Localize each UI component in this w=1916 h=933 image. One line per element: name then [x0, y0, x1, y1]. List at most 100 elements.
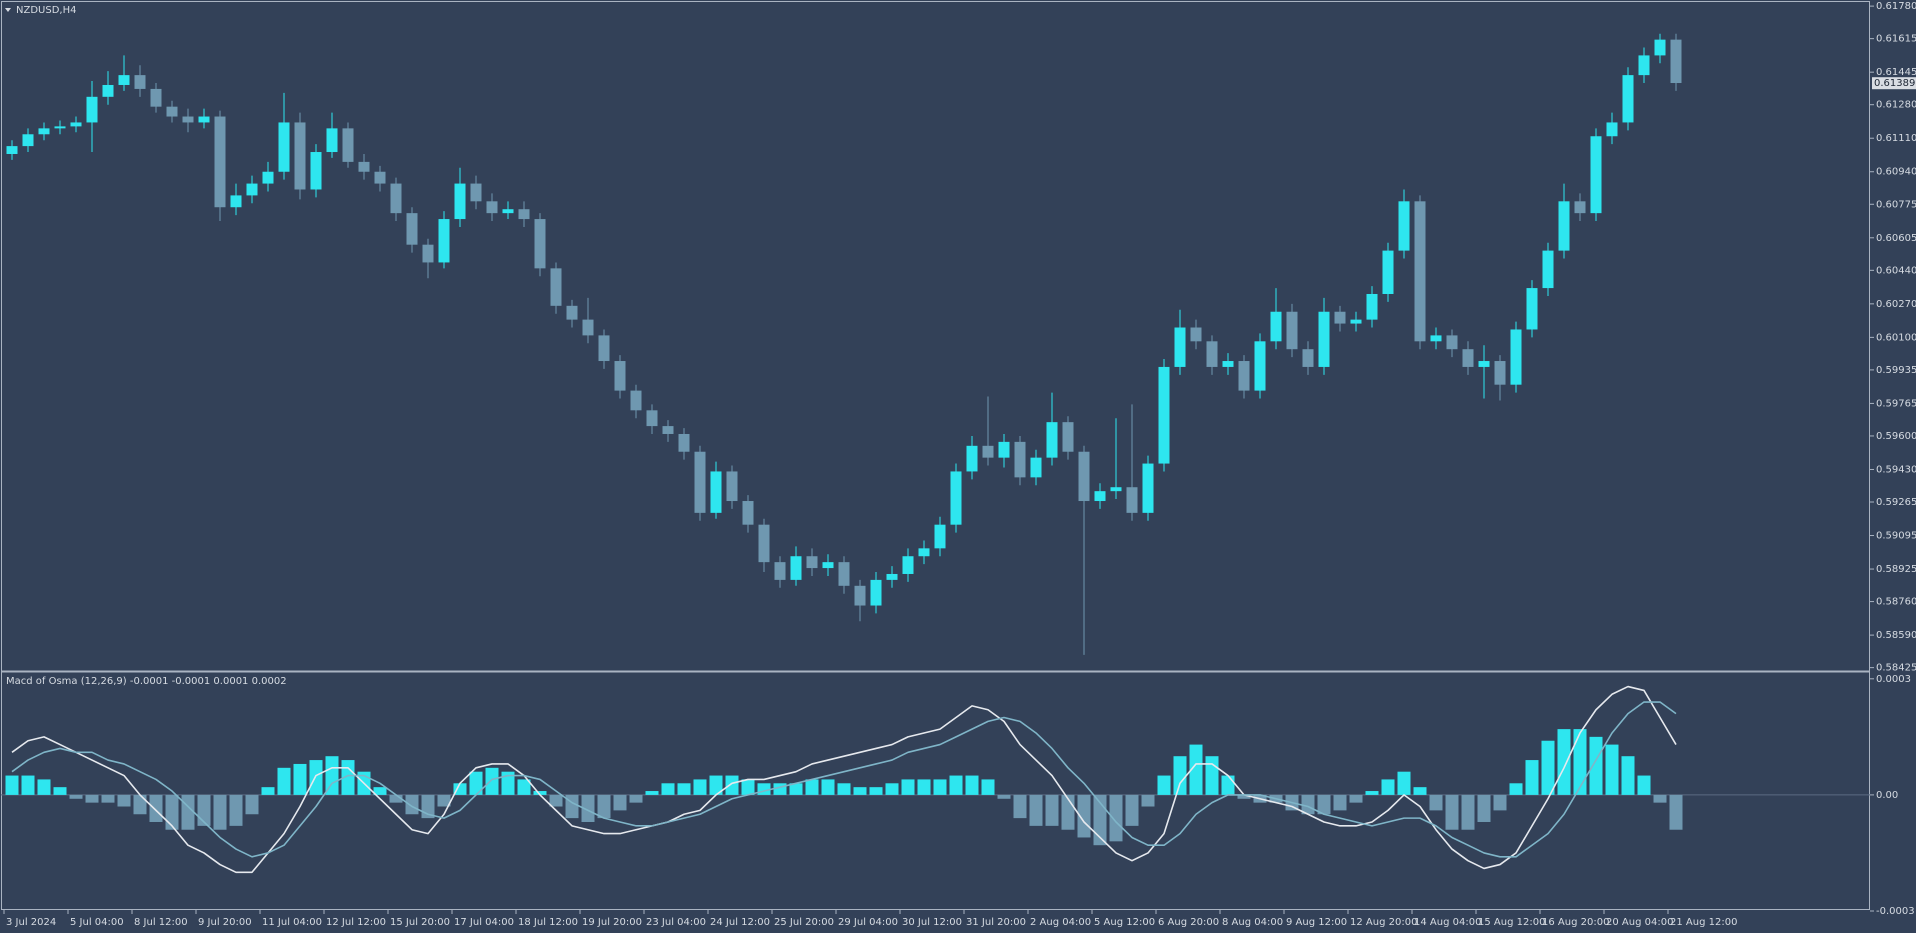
histogram-bar — [693, 779, 707, 795]
histogram-bar — [21, 775, 35, 795]
candle-body — [1606, 122, 1618, 137]
indicator-line — [11, 685, 1677, 874]
histogram-bar — [677, 783, 691, 795]
y-tick-label: 0.58925 — [1876, 564, 1916, 575]
candle-body — [294, 122, 306, 190]
histogram-bar — [389, 794, 403, 803]
indicator-title: Macd of Osma (12,26,9) -0.0001 -0.0001 0… — [6, 676, 287, 687]
histogram-bar — [917, 779, 931, 795]
histogram-bar — [517, 779, 531, 795]
candle-body — [1062, 422, 1074, 452]
histogram-bar — [1445, 794, 1459, 830]
candle-body — [1174, 327, 1186, 367]
histogram-bar — [117, 794, 131, 807]
y-tick-label: 0.0003 — [1876, 674, 1911, 685]
histogram-bar — [1637, 775, 1651, 795]
candle-body — [230, 195, 242, 208]
x-tick-label: 18 Jul 12:00 — [518, 917, 578, 928]
histogram-bar — [341, 760, 355, 795]
histogram-bar — [1589, 736, 1603, 795]
candle-body — [582, 319, 594, 336]
candle-body — [822, 562, 834, 569]
y-tick-label: 0.58760 — [1876, 597, 1916, 608]
candle-body — [1654, 39, 1666, 56]
plot-border — [1, 1, 1870, 910]
histogram-bar — [789, 783, 803, 795]
histogram-bar — [1413, 787, 1427, 795]
x-tick-label: 24 Jul 12:00 — [710, 917, 770, 928]
histogram-bar — [1493, 794, 1507, 811]
x-tick-label: 5 Aug 12:00 — [1094, 917, 1155, 928]
x-tick-label: 9 Jul 20:00 — [198, 917, 252, 928]
candle-body — [86, 96, 98, 123]
histogram-bar — [1541, 740, 1555, 795]
candle-body — [1574, 201, 1586, 214]
candle-body — [214, 116, 226, 208]
histogram-bar — [261, 787, 275, 795]
candle-body — [1254, 341, 1266, 391]
candle-body — [358, 161, 370, 172]
y-tick-label: 0.61110 — [1876, 133, 1916, 144]
candle-body — [390, 183, 402, 214]
candle-body — [790, 556, 802, 580]
x-tick-label: 17 Jul 04:00 — [454, 917, 514, 928]
histogram-bar — [181, 794, 195, 830]
histogram-bar — [581, 794, 595, 822]
y-tick-label: 0.60440 — [1876, 265, 1916, 276]
y-tick-label: 0.61280 — [1876, 100, 1916, 111]
histogram-bar — [1109, 794, 1123, 842]
candle-body — [70, 122, 82, 127]
histogram-bar — [101, 794, 115, 803]
candle-body — [550, 268, 562, 306]
histogram-bar — [1365, 791, 1379, 795]
menu-arrow — [5, 8, 11, 12]
histogram-bar — [1333, 794, 1347, 811]
candle-body — [1318, 311, 1330, 367]
y-tick-label: 0.59935 — [1876, 365, 1916, 376]
x-tick-label: 12 Aug 20:00 — [1350, 917, 1417, 928]
candle-body — [102, 84, 114, 97]
candle-body — [246, 183, 258, 196]
x-tick-label: 29 Jul 04:00 — [838, 917, 898, 928]
histogram-bar — [1669, 794, 1683, 830]
candle-body — [806, 556, 818, 569]
candle-body — [1286, 311, 1298, 350]
histogram-bar — [1205, 756, 1219, 795]
histogram-bar — [1605, 744, 1619, 795]
candle-body — [998, 441, 1010, 458]
candle-body — [886, 573, 898, 580]
histogram-bar — [1125, 794, 1139, 826]
histogram-bar — [149, 794, 163, 822]
histogram-bar — [597, 794, 611, 819]
candle-body — [854, 585, 866, 606]
candle-body — [1622, 75, 1634, 123]
candle-body — [166, 106, 178, 117]
histogram-bar — [405, 794, 419, 815]
histogram-bar — [1621, 756, 1635, 795]
candle-body — [646, 410, 658, 427]
candle-body — [374, 171, 386, 184]
candle-body — [774, 562, 786, 580]
candle-body — [918, 548, 930, 557]
histogram-bar — [1157, 775, 1171, 795]
histogram-bar — [37, 779, 51, 795]
x-tick-label: 3 Jul 2024 — [6, 917, 56, 928]
candle-body — [1238, 361, 1250, 391]
candle-body — [758, 524, 770, 563]
candle-body — [470, 183, 482, 202]
histogram-bar — [709, 775, 723, 795]
candle-body — [342, 128, 354, 162]
candle-body — [1046, 422, 1058, 458]
candle-body — [1030, 457, 1042, 478]
candle-body — [1126, 487, 1138, 513]
histogram-bar — [757, 783, 771, 795]
histogram-bar — [69, 794, 83, 799]
histogram-bar — [741, 779, 755, 795]
histogram-bar — [933, 779, 947, 795]
candle-body — [1158, 366, 1170, 464]
candle-body — [1398, 201, 1410, 251]
histogram-bar — [1429, 794, 1443, 811]
y-tick-label: 0.58425 — [1876, 663, 1916, 674]
x-tick-label: 20 Aug 04:00 — [1606, 917, 1673, 928]
